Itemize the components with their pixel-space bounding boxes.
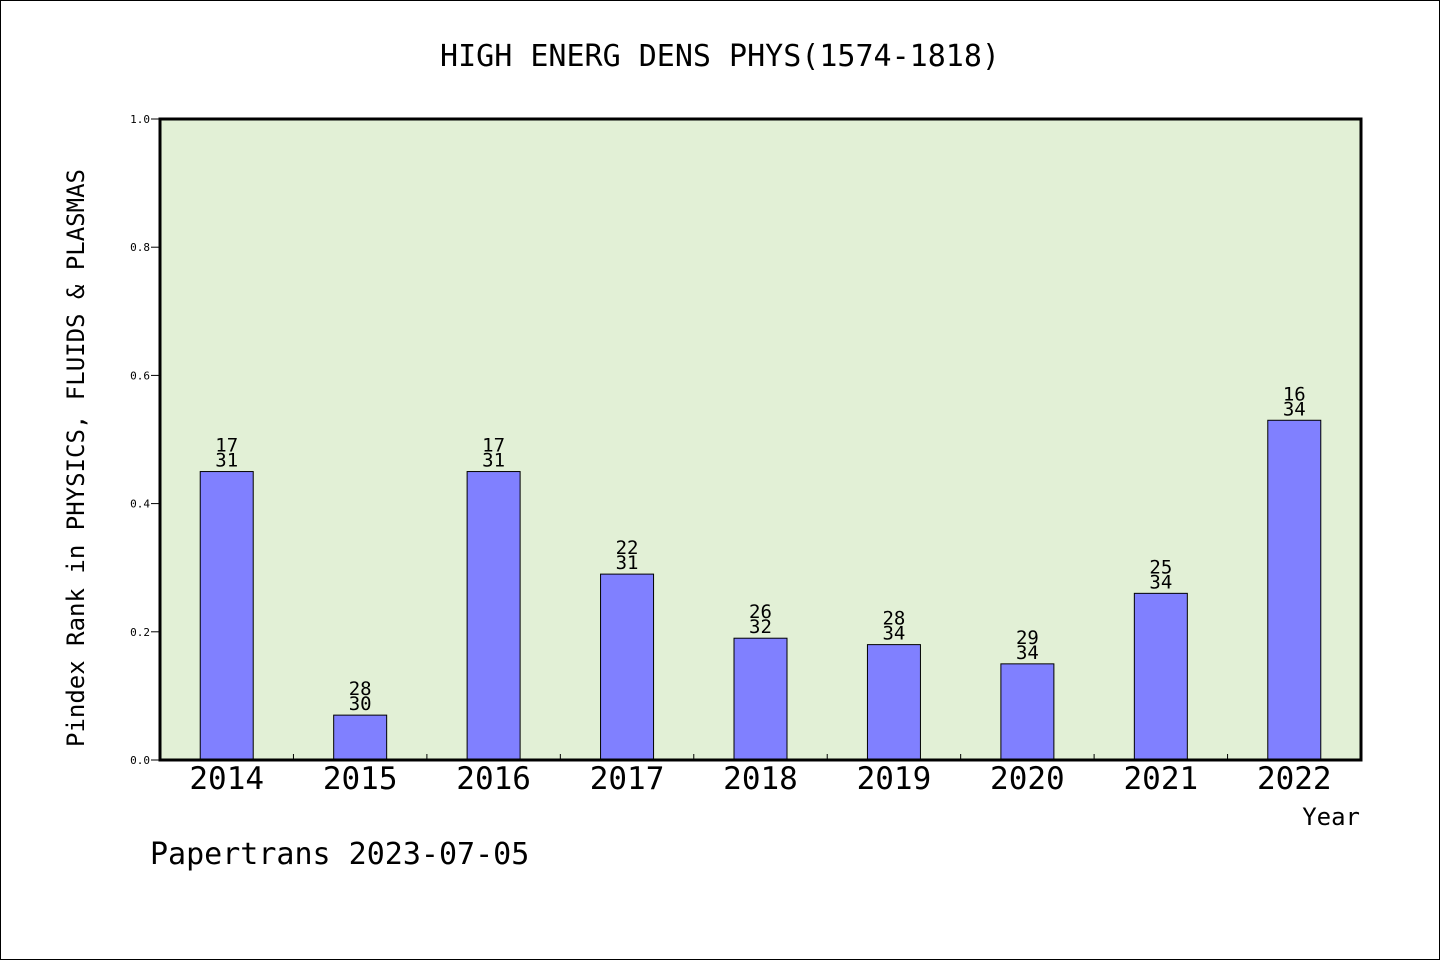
bar-total-label: 32 — [749, 616, 772, 638]
bar-2014 — [199, 471, 254, 761]
bar-total-label: 31 — [616, 552, 639, 574]
bar-total-label: 34 — [1016, 642, 1039, 664]
y-tick-label: 0.2 — [130, 626, 150, 639]
bar-rank-label: 25 — [1149, 556, 1172, 578]
bar-total-label: 31 — [482, 450, 505, 472]
y-tick-label: 0.8 — [130, 241, 150, 254]
bar-total-label: 34 — [1283, 398, 1306, 420]
x-tick-label: 2020 — [990, 761, 1065, 797]
bar-rank-label: 28 — [882, 608, 905, 630]
bar-2019 — [866, 644, 921, 761]
bar-rank-label: 29 — [1016, 627, 1039, 649]
bar-rank-label: 22 — [616, 537, 639, 559]
bar-2022 — [1267, 419, 1322, 761]
chart-title: HIGH ENERG DENS PHYS(1574-1818) — [440, 39, 1000, 74]
bar-rank-label: 17 — [215, 435, 238, 457]
bar-2018 — [733, 637, 788, 761]
y-axis-title: Pindex Rank in PHYSICS, FLUIDS & PLASMAS — [62, 169, 90, 747]
bars-group — [199, 419, 1322, 761]
bar-2015 — [333, 714, 388, 761]
x-tick-label: 2019 — [857, 761, 932, 797]
y-tick-label: 0.4 — [130, 498, 150, 511]
y-axis-ticks: 0.0 0.2 0.4 0.6 0.8 1.0 — [130, 113, 160, 767]
x-tick-label: 2014 — [189, 761, 264, 797]
plot-border — [158, 117, 1363, 762]
x-tick-label: 2022 — [1257, 761, 1332, 797]
x-tick-label: 2021 — [1124, 761, 1199, 797]
x-tick-label: 2018 — [723, 761, 798, 797]
bar-total-label: 34 — [882, 623, 905, 645]
bar-rank-label: 26 — [749, 601, 772, 623]
bar-total-label: 30 — [349, 693, 372, 715]
x-axis-title: Year — [1302, 803, 1360, 831]
x-axis-ticks: 2014 2015 2016 2017 2018 2019 2020 2021 2022 — [189, 754, 1332, 797]
bar-total-label: 31 — [215, 450, 238, 472]
bar-rank-label: 17 — [482, 435, 505, 457]
footer-credit: Papertrans 2023-07-05 — [150, 837, 529, 872]
bar-2020 — [1000, 663, 1055, 761]
y-tick-label: 0.6 — [130, 369, 150, 382]
bar-2016 — [466, 471, 521, 761]
y-tick-label: 1.0 — [130, 113, 150, 126]
bar-2017 — [600, 573, 655, 761]
x-tick-label: 2015 — [323, 761, 398, 797]
x-tick-label: 2016 — [456, 761, 531, 797]
bar-total-label: 34 — [1149, 571, 1172, 593]
bar-rank-label: 28 — [349, 678, 372, 700]
y-tick-label: 0.0 — [130, 754, 150, 767]
x-tick-label: 2017 — [590, 761, 665, 797]
bar-rank-label: 16 — [1283, 383, 1306, 405]
bar-2021 — [1133, 592, 1188, 761]
